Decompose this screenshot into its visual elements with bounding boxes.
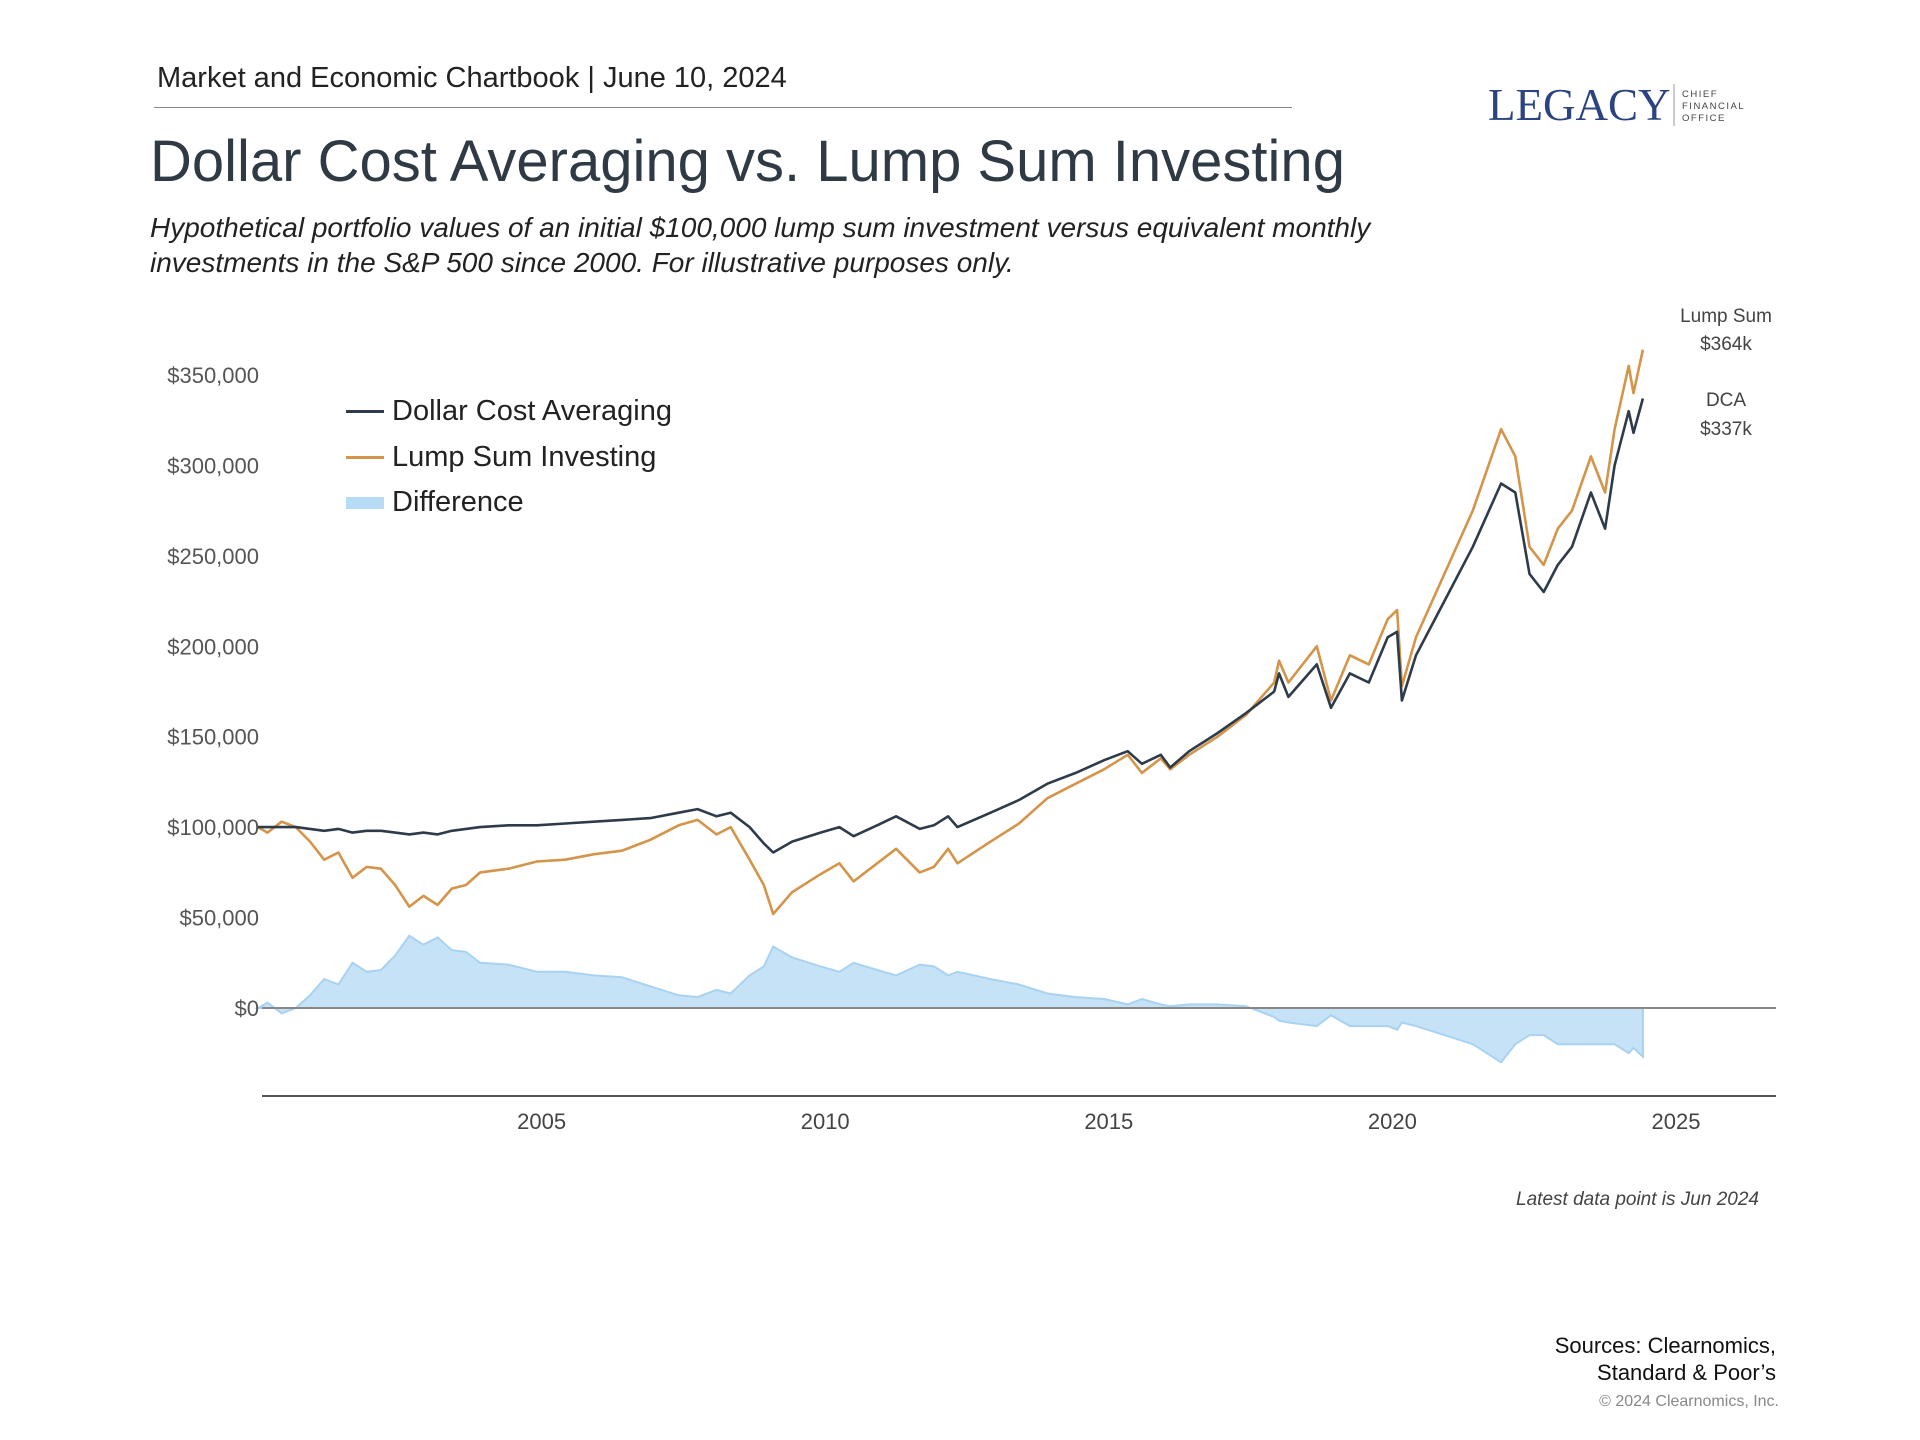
copyright: © 2024 Clearnomics, Inc.	[1599, 1393, 1779, 1410]
legacy-logo: LEGACY CHIEF FINANCIAL OFFICE	[1488, 80, 1745, 130]
x-tick-label: 2005	[517, 1109, 566, 1134]
sources-line-1: Sources: Clearnomics,	[1554, 1333, 1776, 1358]
subtitle-line-2: investments in the S&P 500 since 2000. F…	[150, 247, 1014, 278]
y-tick-label: $50,000	[179, 906, 259, 931]
sources-line-2: Standard & Poor’s	[1597, 1360, 1776, 1385]
sources: Sources: Clearnomics, Standard & Poor’s	[1555, 1332, 1776, 1386]
end-label-lump-value: $364k	[1700, 334, 1752, 355]
y-tick-label: $150,000	[167, 725, 259, 750]
y-tick-label: $350,000	[167, 363, 259, 388]
legend-label-dca: Dollar Cost Averaging	[392, 395, 672, 427]
y-tick-label: $0	[235, 996, 259, 1021]
logo-tagline-1: CHIEF	[1682, 89, 1718, 100]
logo-wordmark: LEGACY	[1488, 80, 1670, 130]
legend-swatch-lump-sum	[346, 456, 384, 459]
lump-sum-line	[257, 349, 1645, 916]
x-tick-label: 2010	[801, 1109, 850, 1134]
legend-swatch-difference	[346, 496, 384, 509]
y-tick-label: $300,000	[167, 453, 259, 478]
x-tick-label: 2020	[1368, 1109, 1417, 1134]
end-label-dca-value: $337k	[1700, 419, 1752, 440]
difference-area	[254, 934, 1644, 1064]
legend-label-difference: Difference	[392, 486, 524, 518]
latest-data-note: Latest data point is Jun 2024	[1516, 1189, 1759, 1210]
legend-swatch-dca	[346, 410, 384, 413]
logo-tagline-3: OFFICE	[1682, 113, 1726, 124]
x-tick-label: 2025	[1652, 1109, 1701, 1134]
x-tick-label: 2015	[1084, 1109, 1133, 1134]
y-tick-label: $100,000	[167, 815, 259, 840]
header-divider	[154, 107, 1292, 108]
y-tick-label: $200,000	[167, 634, 259, 659]
logo-tagline-2: FINANCIAL	[1682, 101, 1745, 112]
legend-item-dca: Dollar Cost Averaging	[346, 395, 672, 428]
page-title: Dollar Cost Averaging vs. Lump Sum Inves…	[150, 129, 1345, 194]
legend-item-difference: Difference	[346, 486, 524, 519]
subtitle-line-1: Hypothetical portfolio values of an init…	[150, 212, 1371, 243]
dca-line	[258, 398, 1645, 854]
legend-label-lump-sum: Lump Sum Investing	[392, 441, 657, 473]
y-tick-label: $250,000	[167, 544, 259, 569]
legend-item-lump-sum: Lump Sum Investing	[346, 441, 656, 474]
end-label-lump-name: Lump Sum	[1680, 306, 1772, 327]
end-label-dca-name: DCA	[1705, 390, 1747, 411]
chartbook-header: Market and Economic Chartbook | June 10,…	[157, 62, 787, 94]
